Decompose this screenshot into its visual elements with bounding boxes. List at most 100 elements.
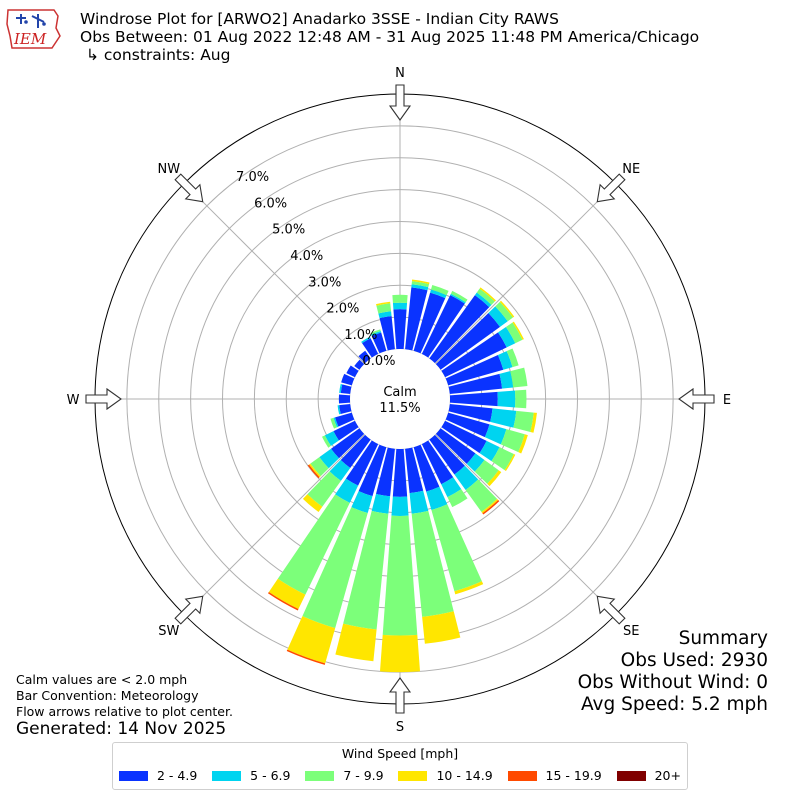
windrose-bar-segment xyxy=(307,464,320,479)
windrose-bar-segment xyxy=(333,420,359,441)
windrose-bar-segment xyxy=(512,321,524,340)
summary-obs-used: Obs Used: 2930 xyxy=(620,650,768,671)
windrose-bar-segment xyxy=(392,302,408,310)
windrose-bar-segment xyxy=(421,295,465,358)
windrose-bar-segment xyxy=(378,311,392,319)
summary-block: Summary Obs Used: 2930 Obs Without Wind:… xyxy=(578,628,768,716)
direction-label: N xyxy=(395,66,405,81)
windrose-bar-segment xyxy=(450,290,468,303)
windrose-bar-segment xyxy=(495,301,513,322)
legend-label: 10 - 14.9 xyxy=(436,768,493,783)
windrose-bar-segment xyxy=(393,309,407,350)
logo-text: IEM xyxy=(13,30,47,48)
windrose-bar-segment xyxy=(497,390,516,408)
radial-label: 3.0% xyxy=(308,275,341,290)
direction-label: NW xyxy=(157,162,180,177)
windrose-bar-segment xyxy=(484,424,507,445)
windrose-bar-segment xyxy=(487,470,502,487)
legend-item: 15 - 19.9 xyxy=(507,768,602,783)
windrose-bar-segment xyxy=(447,489,468,508)
windrose-bar-segment xyxy=(497,351,513,370)
legend-swatch xyxy=(398,770,428,781)
radial-label: 4.0% xyxy=(290,249,323,264)
grid-spoke xyxy=(183,434,365,616)
windrose-bar-segment xyxy=(421,440,454,485)
windrose-bar-segment xyxy=(488,306,508,327)
windrose-bar-segment xyxy=(411,284,429,291)
windrose-bar-segment xyxy=(340,384,352,394)
windrose-bar-segment xyxy=(476,288,495,305)
legend-label: 7 - 9.9 xyxy=(343,768,384,783)
windrose-bar-segment xyxy=(504,454,516,471)
windrose-bar-segment xyxy=(379,634,421,673)
windrose-bar-segment xyxy=(448,373,503,394)
windrose-bar-segment xyxy=(435,313,501,370)
windrose-bar-segment xyxy=(441,420,487,454)
windrose-bar-segment xyxy=(309,463,321,478)
flow-arrow-shape xyxy=(388,677,412,714)
windrose-bar-segment xyxy=(413,444,440,492)
windrose-bar-segment xyxy=(518,434,528,454)
flow-arrow xyxy=(596,173,626,203)
windrose-bar-segment xyxy=(319,448,340,469)
legend-item: 5 - 6.9 xyxy=(212,768,290,783)
windrose-bar-segment xyxy=(513,410,534,432)
flow-arrow xyxy=(388,84,412,121)
windrose-bar-segment xyxy=(499,371,514,389)
generated-date: Generated: 14 Nov 2025 xyxy=(16,719,227,739)
calm-value: 11.5% xyxy=(379,401,420,416)
windrose-bar-segment xyxy=(431,504,482,592)
windrose-bar-segment xyxy=(411,281,430,288)
windrose-bar-segment xyxy=(441,477,462,498)
windrose-bar-segment xyxy=(449,391,498,407)
direction-label: SW xyxy=(158,624,179,639)
legend-label: 5 - 6.9 xyxy=(250,768,291,783)
windrose-bar-segment xyxy=(354,359,365,370)
windrose-bar-segment xyxy=(287,616,336,664)
windrose-bar-segment xyxy=(337,405,341,415)
legend-label: 2 - 4.9 xyxy=(157,768,198,783)
windrose-bar-segment xyxy=(335,623,377,662)
windrose-bar-segment xyxy=(335,412,355,427)
windrose-bar-segment xyxy=(454,581,484,595)
legend-item: 10 - 14.9 xyxy=(398,768,493,783)
windrose-bar-segment xyxy=(345,440,379,486)
flow-arrow-shape xyxy=(174,173,204,203)
windrose-bar-segment xyxy=(321,435,331,448)
radial-label: 7.0% xyxy=(236,170,269,185)
windrose-bar-segment xyxy=(465,479,498,512)
flow-arrow-shape xyxy=(596,595,626,625)
legend-swatch xyxy=(616,770,646,781)
windrose-bar-segment xyxy=(329,459,351,481)
grid-spoke xyxy=(183,182,365,364)
windrose-bar-segment xyxy=(505,322,523,344)
windrose-bar-segment xyxy=(338,394,351,404)
windrose-bar-segment xyxy=(500,429,525,453)
flow-arrow-shape xyxy=(388,84,412,121)
radial-label: 1.0% xyxy=(344,328,377,343)
windrose-bar-segment xyxy=(479,287,496,302)
windrose-bar-segment xyxy=(340,434,371,468)
windrose-bar-segment xyxy=(482,499,500,515)
windrose-bar-segment xyxy=(515,389,527,409)
windrose-bar-segment xyxy=(376,303,392,314)
calm-label: Calm xyxy=(383,385,416,400)
windrose-bar-segment xyxy=(445,354,504,386)
legend-swatch xyxy=(305,770,335,781)
windrose-bar-segment xyxy=(371,330,382,336)
windrose-bar-segment xyxy=(351,491,373,514)
legend-swatch xyxy=(119,770,148,781)
windrose-bar-segment xyxy=(405,447,424,494)
windrose-bar-segment xyxy=(479,440,500,462)
grid-spoke xyxy=(435,182,617,364)
windrose-bar-segment xyxy=(405,287,428,351)
flow-arrow xyxy=(174,173,204,203)
flow-arrow xyxy=(85,387,122,411)
windrose-bar-segment xyxy=(392,448,408,497)
windrose-bar-segment xyxy=(335,478,359,503)
legend-item: 20+ xyxy=(616,768,681,783)
windrose-bar-segment xyxy=(429,434,465,475)
windrose-bar-segment xyxy=(450,293,466,304)
windrose-bar-segment xyxy=(339,404,352,415)
